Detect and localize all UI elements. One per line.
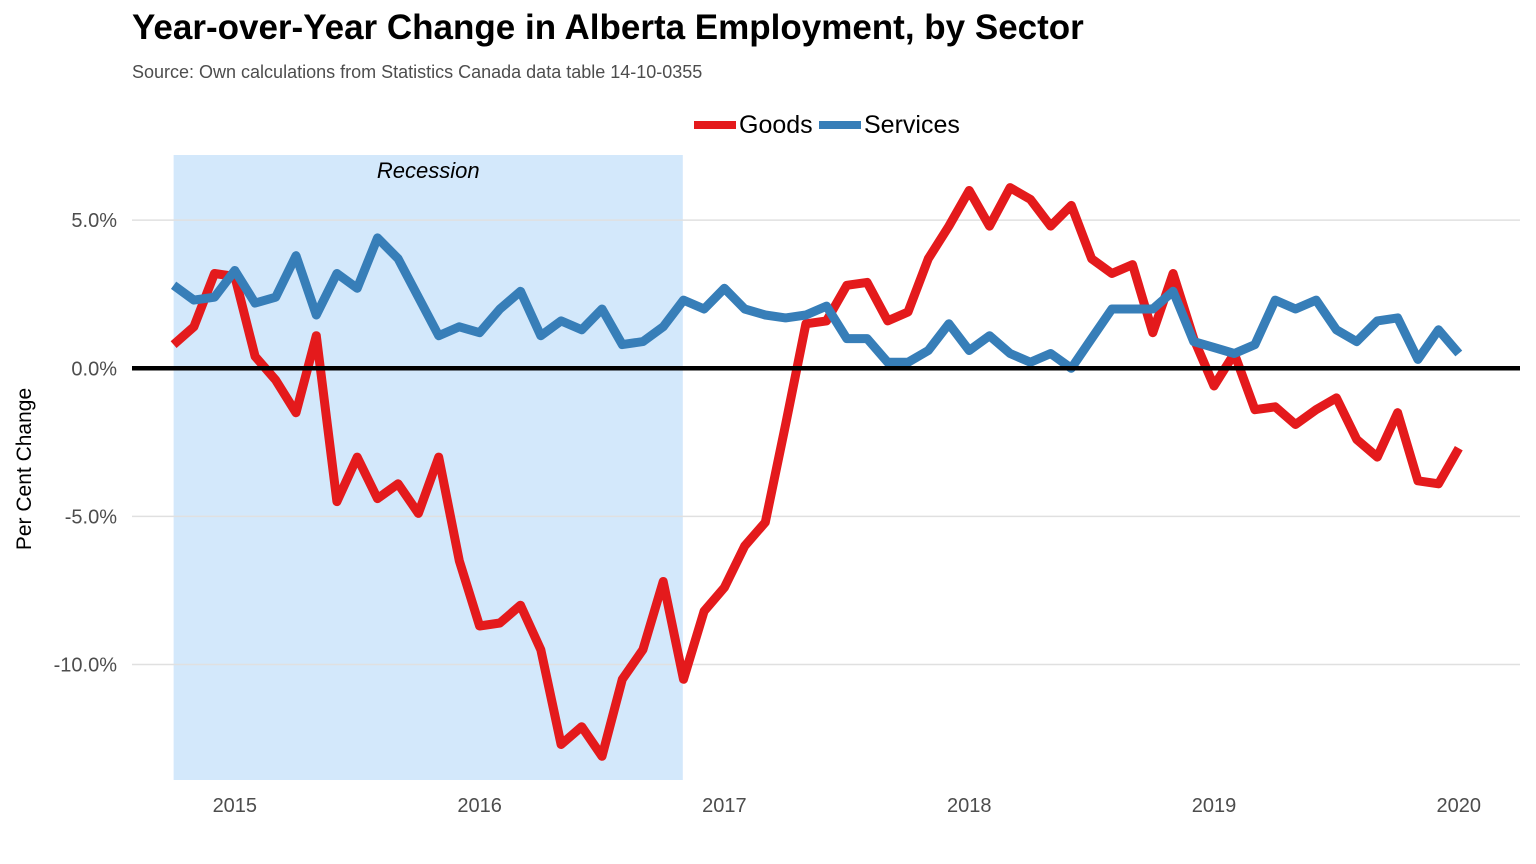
series-line-goods bbox=[170, 183, 1463, 761]
legend-label-goods: Goods bbox=[739, 110, 813, 139]
recession-label: Recession bbox=[377, 158, 480, 183]
chart-title: Year-over-Year Change in Alberta Employm… bbox=[132, 8, 1084, 47]
x-tick-label: 2020 bbox=[1437, 795, 1482, 817]
recession-band bbox=[173, 155, 683, 780]
legend-swatch-services bbox=[819, 121, 861, 129]
series-line-services bbox=[170, 233, 1463, 373]
legend-swatch-goods bbox=[694, 121, 736, 129]
y-tick-label: -5.0% bbox=[65, 506, 117, 528]
y-tick-label: -10.0% bbox=[54, 654, 118, 676]
x-tick-label: 2017 bbox=[702, 795, 747, 817]
chart-subtitle: Source: Own calculations from Statistics… bbox=[132, 62, 703, 82]
legend-item-goods: Goods bbox=[694, 108, 813, 142]
y-tick-label: 0.0% bbox=[71, 358, 117, 380]
legend-item-services: Services bbox=[819, 108, 960, 142]
x-tick-label: 2015 bbox=[213, 795, 258, 817]
x-tick-label: 2016 bbox=[457, 795, 502, 817]
chart-legend: Goods Services bbox=[0, 108, 1536, 142]
x-tick-label: 2018 bbox=[947, 795, 992, 817]
x-tick-label: 2019 bbox=[1192, 795, 1237, 817]
legend-label-services: Services bbox=[864, 110, 960, 139]
y-tick-label: 5.0% bbox=[71, 210, 117, 232]
y-axis-title: Per Cent Change bbox=[13, 388, 36, 550]
